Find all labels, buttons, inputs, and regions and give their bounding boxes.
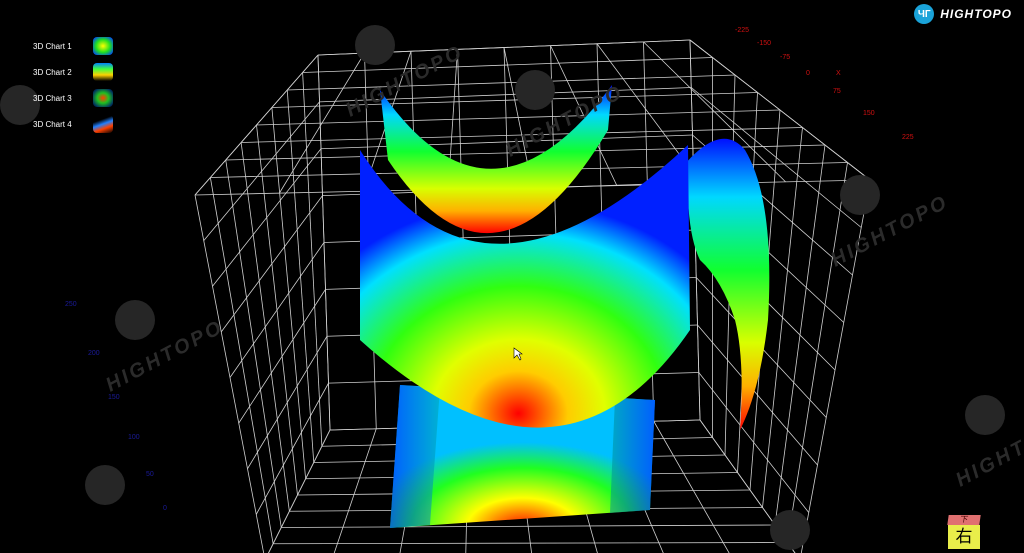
legend-item-chart-3[interactable]: 3D Chart 3 [33,85,113,111]
legend-label: 3D Chart 1 [33,41,72,51]
surface-bottom-plane[interactable] [390,385,655,528]
grid-line [281,524,776,528]
grid-line [203,101,320,241]
grid-line [287,74,736,91]
x-tick: 225 [902,134,914,141]
x-axis-label: X [836,70,841,77]
view-cube[interactable]: 下 右 [947,515,981,549]
legend-item-chart-1[interactable]: 3D Chart 1 [33,33,113,59]
grid-line [238,289,326,424]
grid-line [220,195,323,333]
surface-right[interactable] [680,138,770,430]
chart-1-thumbnail [93,37,113,55]
chart-4-thumbnail [93,115,113,133]
grid-line [273,542,788,545]
legend-label: 3D Chart 2 [33,67,72,77]
y-tick: 0 [163,505,167,512]
grid-line [653,421,730,553]
grid-line [690,87,862,228]
y-tick: 100 [128,434,140,441]
surface-front-main[interactable] [360,145,690,428]
chart-2-thumbnail [93,63,113,81]
grid-line [194,194,265,553]
grid-line [229,242,325,378]
grid-line [256,109,781,126]
grid-line [320,134,693,150]
grid-line [333,428,377,553]
x-tick: 0 [806,70,810,77]
grid-line [271,92,758,108]
y-tick: 250 [65,301,77,308]
grid-line [212,148,322,287]
cursor-icon [513,347,523,361]
surface-upper-back[interactable] [380,85,612,234]
legend-label: 3D Chart 3 [33,93,72,103]
x-tick: 75 [833,88,841,95]
legend-item-chart-2[interactable]: 3D Chart 2 [33,59,113,85]
x-tick: -225 [735,27,750,34]
view-cube-top[interactable]: 下 [947,515,981,525]
x-tick: -75 [780,54,791,61]
grid-line [247,336,328,469]
grid-line [302,57,713,73]
legend-item-chart-4[interactable]: 3D Chart 4 [33,111,113,137]
chart-legend: 3D Chart 1 3D Chart 2 3D Chart 3 3D Char… [33,33,113,137]
x-tick: -150 [757,40,772,47]
grid-line [800,179,871,553]
y-tick: 200 [88,350,100,357]
chart-3-thumbnail [93,89,113,107]
y-tick: 150 [108,394,120,401]
brand-logo: ЧГ HIGHTOPO [914,4,1012,24]
brand-name: HIGHTOPO [940,7,1012,21]
view-cube-front[interactable]: 右 [948,525,980,549]
x-tick: 150 [863,110,875,117]
legend-label: 3D Chart 4 [33,119,72,129]
surface-bottom-plane-sides [390,385,655,528]
grid-line [255,382,329,515]
logo-icon: ЧГ [914,4,935,24]
grid-line [697,324,818,466]
grid-line [698,372,810,513]
y-tick: 50 [146,471,154,478]
grid-line [241,127,803,143]
